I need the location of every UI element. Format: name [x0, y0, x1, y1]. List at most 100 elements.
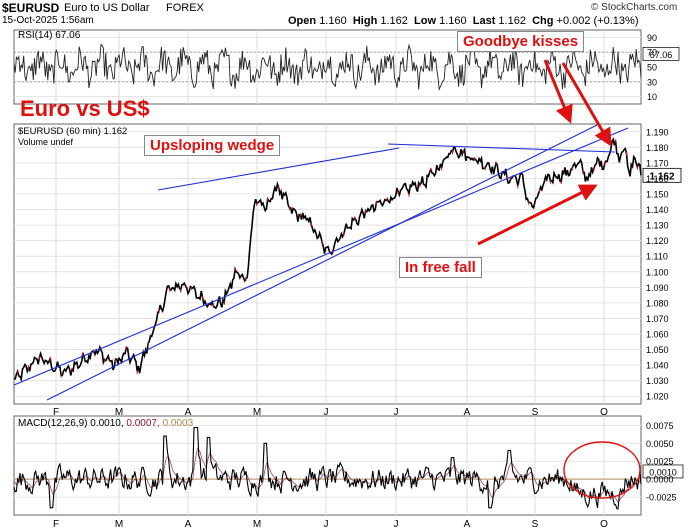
macd-month-tick-label: O — [600, 519, 608, 530]
macd-panel: 0.0010 — [13, 426, 684, 510]
price-tick-label: 1.080 — [646, 298, 669, 308]
macd-month-tick-label: S — [532, 519, 539, 530]
macd-current-box — [642, 464, 684, 479]
price-tick-label: 1.060 — [646, 330, 669, 340]
open-key: Open — [288, 15, 317, 27]
price-tick-label: 1.030 — [646, 376, 669, 386]
exchange: FOREX — [166, 2, 204, 14]
price-tick-label: 1.110 — [646, 252, 668, 262]
rsi-current-box — [642, 47, 680, 61]
price-tick-label: 1.050 — [646, 345, 669, 355]
symbol-description: Euro to US Dollar — [64, 2, 150, 14]
macd-tick-label: 0.0000 — [646, 475, 674, 485]
price-series-line — [13, 137, 642, 383]
macd-legend-signal: 0.0007, — [126, 418, 160, 429]
price-frame — [13, 123, 642, 405]
fall-annotation: In free fall — [399, 257, 482, 278]
rsi-tick-label: 90 — [647, 33, 657, 43]
rsi-tick-label: 10 — [647, 92, 657, 102]
chg-key: Chg — [532, 15, 554, 27]
red-arrow-2 — [561, 62, 612, 147]
red-arrow-3 — [477, 184, 598, 246]
macd-tick-label: 0.0025 — [646, 457, 674, 467]
macd-frame — [13, 415, 642, 516]
price-tick-label: 1.180 — [646, 143, 669, 153]
high-value: 1.162 — [380, 15, 408, 27]
axis-labels: F F M M A A M M J J J J A A S S O O 10 30 50 70 90 1.020 1.030 1.… — [53, 33, 677, 530]
price-month-tick-label: J — [324, 407, 329, 418]
last-key: Last — [472, 15, 496, 27]
price-month-tick-label: A — [464, 407, 471, 418]
price-tick-label: 1.130 — [646, 221, 669, 231]
price-month-tick-label: O — [600, 407, 608, 418]
datetime: 15-Oct-2025 1:56am — [2, 15, 94, 26]
price-tick-label: 1.150 — [646, 190, 669, 200]
last-price-box — [642, 167, 682, 183]
last-price-label: 1.162 — [649, 171, 674, 182]
price-tick-label: 1.170 — [646, 158, 669, 168]
trendlines — [13, 124, 629, 401]
rsi-current-label: 67.06 — [650, 50, 673, 60]
rsi-tick-label: 50 — [647, 63, 657, 73]
macd-month-tick-label: J — [324, 519, 329, 530]
price-tick-label: 1.020 — [646, 392, 669, 402]
red-arrow-1 — [543, 59, 573, 124]
low-key: Low — [414, 15, 437, 27]
volume-legend: Volume undef — [18, 137, 74, 147]
price-tick-label: 1.100 — [646, 267, 669, 277]
macd-month-tick-label: M — [115, 519, 123, 530]
high-key: High — [352, 15, 378, 27]
price-tick-label: 1.040 — [646, 361, 669, 371]
price-tick-label: 1.070 — [646, 314, 669, 324]
macd-line — [13, 426, 642, 510]
trendline-1 — [157, 147, 400, 191]
macd-month-tick-label: A — [464, 519, 471, 530]
macd-month-tick-label: A — [185, 519, 192, 530]
price-month-tick-label: M — [253, 407, 261, 418]
low-value: 1.160 — [439, 15, 467, 27]
rsi-tick-label: 30 — [647, 77, 657, 87]
ohlc-readout: Open 1.160 High 1.162 Low 1.160 Last 1.1… — [288, 15, 638, 27]
price-tick-label: 1.160 — [646, 174, 669, 184]
trendline-3 — [13, 127, 629, 386]
rsi-series-line — [13, 43, 642, 91]
macd-month-tick-label: M — [253, 519, 261, 530]
chart-title-annotation: Euro vs US$ — [20, 96, 150, 121]
price-legend: $EURUSD (60 min) 1.162 — [18, 126, 128, 137]
rsi-legend: RSI(14) 67.06 — [18, 30, 81, 41]
macd-legend-hist: 0.0003 — [162, 418, 194, 429]
last-value: 1.162 — [498, 15, 526, 27]
price-month-tick-label: A — [185, 407, 192, 418]
rsi-panel: 67.06 — [13, 43, 680, 91]
macd-tick-label: 0.0050 — [646, 439, 674, 449]
macd-month-tick-label: F — [53, 519, 59, 530]
price-panel: 1.162 — [13, 137, 682, 383]
price-month-tick-label: J — [394, 407, 399, 418]
trendline-2 — [387, 143, 616, 153]
price-month-tick-label: F — [53, 407, 59, 418]
macd-tick-label: -0.0025 — [646, 493, 677, 503]
chg-value: +0.002 (+0.13%) — [556, 15, 639, 27]
macd-month-tick-label: J — [394, 519, 399, 530]
kisses-annotation: Goodbye kisses — [457, 31, 585, 52]
rsi-tick-label: 70 — [647, 48, 657, 58]
macd-legend-name: MACD(12,26,9) — [18, 418, 88, 429]
open-value: 1.160 — [319, 15, 347, 27]
macd-legend-line: 0.0010, — [90, 418, 124, 429]
price-tick-label: 1.120 — [646, 236, 669, 246]
wedge-annotation: Upsloping wedge — [144, 135, 281, 156]
price-month-tick-label: S — [532, 407, 539, 418]
price-tick-label: 1.140 — [646, 205, 669, 215]
price-month-tick-label: M — [115, 407, 123, 418]
macd-legend: MACD(12,26,9) 0.0010, 0.0007, 0.0003 — [18, 418, 193, 429]
price-tick-label: 1.190 — [646, 127, 669, 137]
annotation-arrows — [477, 59, 612, 246]
price-tick-label: 1.090 — [646, 283, 669, 293]
macd-tick-label: 0.0075 — [646, 421, 674, 431]
symbol: $EURUSD — [2, 1, 60, 15]
macd-highlight-circle — [563, 441, 641, 499]
macd-current-label: 0.0010 — [649, 467, 677, 477]
trendline-4 — [46, 124, 598, 401]
